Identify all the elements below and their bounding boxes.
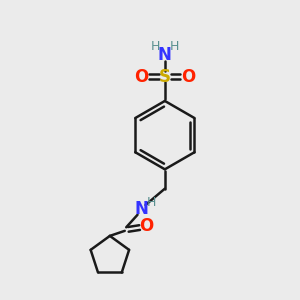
Text: S: S xyxy=(159,68,171,85)
Text: H: H xyxy=(147,196,156,208)
Text: O: O xyxy=(139,217,154,235)
Text: N: N xyxy=(158,46,172,64)
Text: O: O xyxy=(182,68,196,85)
Text: O: O xyxy=(134,68,148,85)
Text: H: H xyxy=(170,40,179,53)
Text: H: H xyxy=(151,40,160,53)
Text: N: N xyxy=(134,200,148,218)
